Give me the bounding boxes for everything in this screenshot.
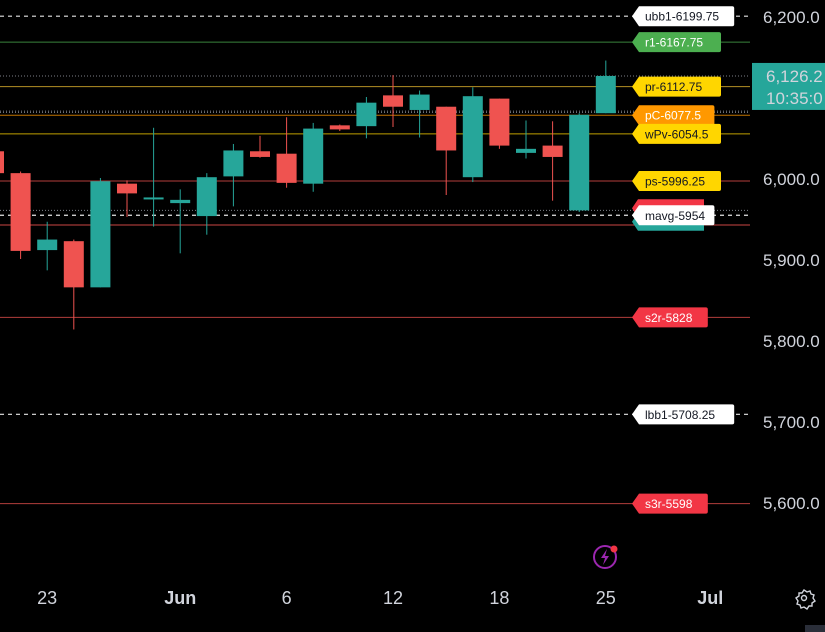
level-tag[interactable] xyxy=(632,493,708,514)
candle-body[interactable] xyxy=(196,177,217,217)
candle-body[interactable] xyxy=(10,173,31,251)
level-tag-label: pr-6112.75 xyxy=(645,80,702,94)
candle-body[interactable] xyxy=(117,183,137,194)
level-tag-label: ps-5996.25 xyxy=(645,175,705,189)
candle-body[interactable] xyxy=(383,95,403,107)
y-tick-label: 5,900.0 xyxy=(763,251,820,270)
candle-body[interactable] xyxy=(462,96,483,178)
last-price-value: 6,126.2 xyxy=(766,67,823,86)
last-price-time: 10:35:0 xyxy=(766,89,823,108)
level-tag-label: mavg-5954 xyxy=(645,209,705,223)
level-tag[interactable] xyxy=(632,32,721,53)
candle-body[interactable] xyxy=(276,153,297,183)
candle-body[interactable] xyxy=(569,114,590,211)
level-tag[interactable] xyxy=(632,123,721,144)
candle-body[interactable] xyxy=(489,98,510,146)
level-tag-label: ubb1-6199.75 xyxy=(645,10,719,24)
level-tag-label: s3r-5598 xyxy=(645,497,693,511)
candle-body[interactable] xyxy=(37,239,58,251)
candle-body[interactable] xyxy=(0,151,4,174)
x-tick-label: Jul xyxy=(697,588,723,608)
y-tick-label: 5,600.0 xyxy=(763,494,820,513)
candle-body[interactable] xyxy=(595,75,616,114)
candle-body[interactable] xyxy=(143,197,164,200)
gear-center xyxy=(800,594,808,602)
y-tick-label: 6,200.0 xyxy=(763,8,820,27)
notification-dot xyxy=(610,545,618,553)
candle-body[interactable] xyxy=(516,148,536,153)
level-tag[interactable] xyxy=(632,6,735,27)
gear-icon[interactable] xyxy=(795,589,816,610)
candle-body[interactable] xyxy=(170,199,191,204)
lightning-icon[interactable] xyxy=(593,545,617,569)
level-tag[interactable] xyxy=(632,205,715,226)
candle-body[interactable] xyxy=(223,150,244,177)
candle-body[interactable] xyxy=(63,241,84,288)
level-tag[interactable] xyxy=(632,76,721,97)
x-tick-label: 25 xyxy=(596,588,616,608)
y-tick-label: 5,800.0 xyxy=(763,332,820,351)
level-tag[interactable] xyxy=(632,171,721,192)
level-tag[interactable] xyxy=(632,404,735,425)
x-tick-label: 18 xyxy=(489,588,509,608)
x-tick-label: 23 xyxy=(37,588,57,608)
level-tag-label: lbb1-5708.25 xyxy=(645,408,715,422)
level-tag-label: s2r-5828 xyxy=(645,311,693,325)
candle-body[interactable] xyxy=(303,128,324,184)
level-tag-label: pC-6077.5 xyxy=(645,109,701,123)
y-tick-label: 5,700.0 xyxy=(763,413,820,432)
x-tick-label: 12 xyxy=(383,588,403,608)
x-tick-label: Jun xyxy=(164,588,196,608)
level-tag[interactable] xyxy=(632,105,715,126)
y-tick-label: 6,000.0 xyxy=(763,170,820,189)
candle-body[interactable] xyxy=(409,94,430,110)
candle-body[interactable] xyxy=(436,106,457,151)
last-price-box xyxy=(752,62,825,110)
lightning-bolt-shape xyxy=(601,549,609,565)
level-tag-label: r1-6167.75 xyxy=(645,36,703,50)
candle-body[interactable] xyxy=(356,102,377,127)
x-tick-label: 6 xyxy=(282,588,292,608)
candle-body[interactable] xyxy=(90,181,111,288)
scroll-handle[interactable] xyxy=(805,625,825,632)
level-tag[interactable] xyxy=(632,307,708,328)
candle-body[interactable] xyxy=(250,151,270,157)
level-tag-label: wPv-6054.5 xyxy=(644,127,709,141)
candle-body[interactable] xyxy=(542,145,563,157)
candle-body[interactable] xyxy=(329,125,350,130)
candles-group xyxy=(0,60,616,330)
